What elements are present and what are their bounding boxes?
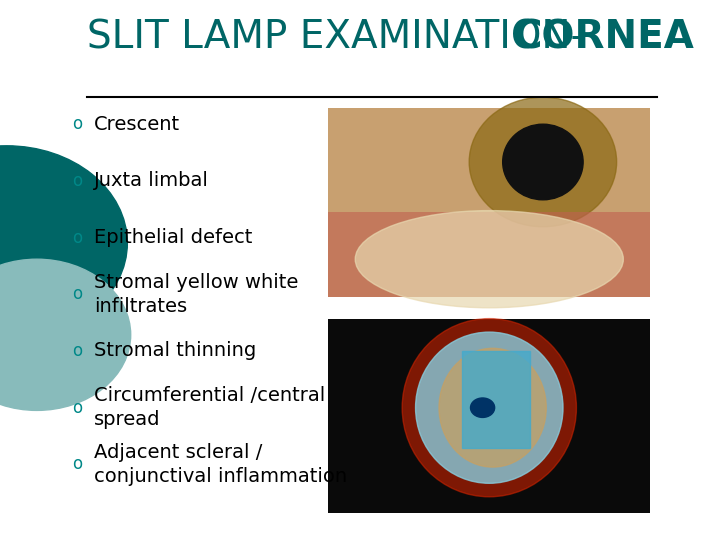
Ellipse shape xyxy=(402,319,577,497)
Text: o: o xyxy=(72,115,82,133)
Text: Circumferential /central
spread: Circumferential /central spread xyxy=(94,387,325,429)
Text: Stromal yellow white
infiltrates: Stromal yellow white infiltrates xyxy=(94,273,298,315)
Text: Stromal thinning: Stromal thinning xyxy=(94,341,256,361)
Text: Juxta limbal: Juxta limbal xyxy=(94,171,209,191)
Ellipse shape xyxy=(355,211,624,308)
Text: SLIT LAMP EXAMINATION-: SLIT LAMP EXAMINATION- xyxy=(87,19,585,57)
Ellipse shape xyxy=(469,97,616,227)
Text: o: o xyxy=(72,455,82,474)
Text: o: o xyxy=(72,342,82,360)
Ellipse shape xyxy=(503,124,583,200)
Bar xyxy=(328,319,650,513)
Text: o: o xyxy=(72,285,82,303)
Text: o: o xyxy=(72,172,82,190)
Circle shape xyxy=(470,398,495,417)
Text: Adjacent scleral /
conjunctival inflammation: Adjacent scleral / conjunctival inflamma… xyxy=(94,443,347,485)
Circle shape xyxy=(0,259,131,410)
Bar xyxy=(462,351,529,448)
Bar xyxy=(328,212,650,297)
Text: Epithelial defect: Epithelial defect xyxy=(94,228,252,247)
Ellipse shape xyxy=(415,332,563,483)
Bar xyxy=(328,108,650,297)
Ellipse shape xyxy=(439,348,546,467)
Circle shape xyxy=(0,146,127,340)
Text: CORNEA: CORNEA xyxy=(513,19,693,57)
Text: Crescent: Crescent xyxy=(94,114,180,134)
Text: o: o xyxy=(72,399,82,417)
Text: o: o xyxy=(72,228,82,247)
